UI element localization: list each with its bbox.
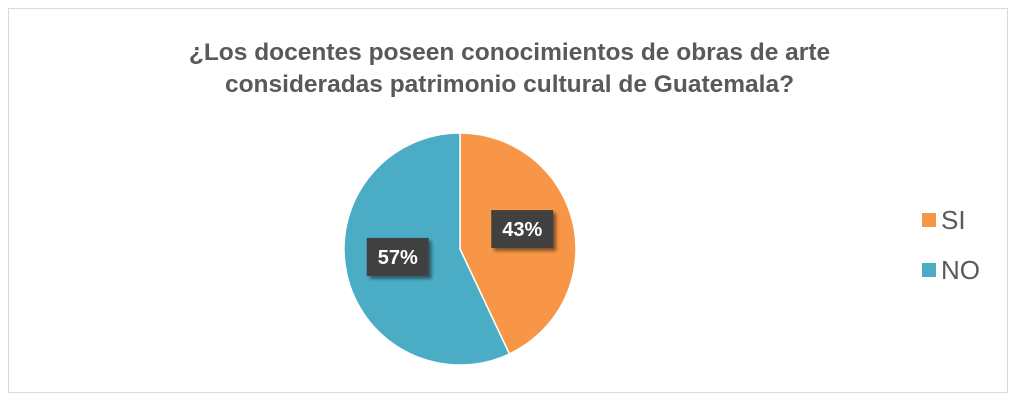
data-label-text-no: 57%	[378, 247, 418, 269]
legend-item-no: NO	[922, 254, 980, 285]
legend-label-no: NO	[941, 254, 980, 285]
chart-title: ¿Los docentes poseen conocimientos de ob…	[8, 37, 1011, 101]
legend: SI NO	[922, 204, 980, 306]
data-label-si: 43%	[491, 210, 554, 249]
data-label-box-no	[366, 237, 429, 276]
legend-swatch-no	[922, 263, 936, 277]
data-label-no: 57%	[366, 237, 429, 276]
data-label-text-si: 43%	[502, 219, 542, 241]
chart-title-line-1: ¿Los docentes poseen conocimientos de ob…	[188, 39, 831, 66]
legend-label-si: SI	[941, 204, 966, 235]
legend-swatch-si	[922, 213, 936, 227]
pie-chart: 43% 57%	[343, 132, 577, 366]
data-label-box-si	[491, 210, 554, 249]
legend-item-si: SI	[922, 204, 980, 235]
chart-title-line-2: consideradas patrimonio cultural de Guat…	[224, 71, 795, 98]
